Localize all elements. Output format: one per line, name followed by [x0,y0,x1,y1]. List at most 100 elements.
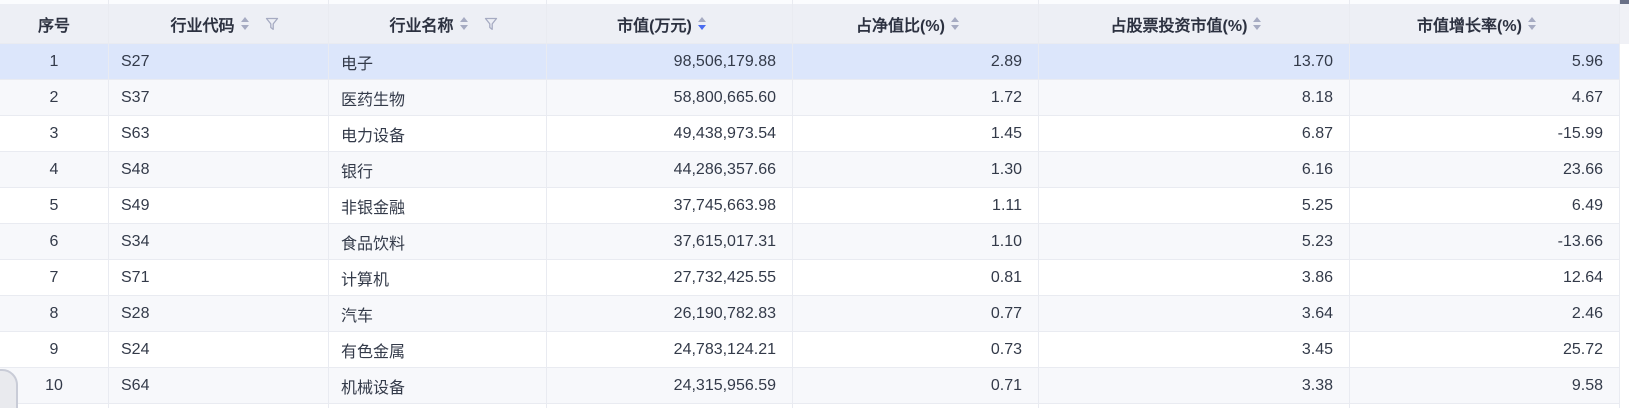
cell-industry-name: 机械设备 [329,368,547,404]
filter-funnel-icon[interactable] [484,17,498,31]
cell-pct-net-value: 2.89 [793,44,1039,80]
cell-pct-stock-investment: 8.18 [1039,80,1350,116]
column-header-industry-code[interactable]: 行业代码 [109,0,329,44]
table-body: 1 S27 电子 98,506,179.88 2.89 13.70 5.96 2 S37 医药生物… [0,44,1620,408]
cell-pct-net-value: 1.30 [793,152,1039,188]
sort-carets-icon[interactable] [240,17,249,30]
cell-pct-net-value: 1.10 [793,224,1039,260]
table-row[interactable]: 3 S63 电力设备 49,438,973.54 1.45 6.87 -15.99 [0,116,1620,152]
column-header-pct-stock-investment[interactable]: 占股票投资市值(%) [1039,0,1350,44]
table-row[interactable]: 9 S24 有色金属 24,783,124.21 0.73 3.45 25.72 [0,332,1620,368]
sort-desc-icon[interactable] [459,24,468,30]
cell-index: 5 [0,188,109,224]
sort-asc-icon[interactable] [697,17,706,23]
table-row[interactable]: 5 S49 非银金融 37,745,663.98 1.11 5.25 6.49 [0,188,1620,224]
sort-carets-icon[interactable] [1253,17,1262,30]
cell-market-value: 58,800,665.60 [547,80,793,116]
cell-growth-rate: 2.46 [1350,296,1620,332]
column-header-growth-rate[interactable]: 市值增长率(%) [1350,0,1620,44]
sort-carets-icon[interactable] [697,17,706,30]
sort-desc-icon[interactable] [697,24,706,30]
cell-pct-net-value: 0.71 [793,368,1039,404]
cell-industry-name: 食品饮料 [329,224,547,260]
cell-market-value: 24,783,124.21 [547,332,793,368]
cell-market-value: 98,506,179.88 [547,44,793,80]
cell-industry-name: 有色金属 [329,332,547,368]
column-header-industry-name[interactable]: 行业名称 [329,0,547,44]
cell-pct-net-value: 0.81 [793,260,1039,296]
cell-empty [0,404,109,408]
cell-market-value: 24,315,956.59 [547,368,793,404]
cell-industry-code: S34 [109,224,329,260]
scrollbar-thumb[interactable] [1620,0,1629,4]
cell-empty [547,404,793,408]
scrollbar-track[interactable] [1620,0,1629,408]
sort-asc-icon[interactable] [240,17,249,23]
table-header-row: 序号 行业代码 行业名称 市值(万元) 占净值比(%) 占股票投资市值(%) 市值增长率(%… [0,0,1620,44]
cell-market-value: 37,615,017.31 [547,224,793,260]
cell-pct-stock-investment: 5.23 [1039,224,1350,260]
cell-industry-code: S27 [109,44,329,80]
cell-market-value: 44,286,357.66 [547,152,793,188]
cell-empty [329,404,547,408]
sort-desc-icon[interactable] [950,24,959,30]
cell-pct-stock-investment: 3.38 [1039,368,1350,404]
cell-growth-rate: 9.58 [1350,368,1620,404]
scrollbar-header-band [1620,4,1629,44]
cell-pct-stock-investment: 3.64 [1039,296,1350,332]
cell-industry-code: S28 [109,296,329,332]
sort-desc-icon[interactable] [1527,24,1536,30]
cell-pct-net-value: 1.45 [793,116,1039,152]
table-row[interactable]: 7 S71 计算机 27,732,425.55 0.81 3.86 12.64 [0,260,1620,296]
cell-industry-code: S71 [109,260,329,296]
sort-carets-icon[interactable] [459,17,468,30]
sort-asc-icon[interactable] [1253,17,1262,23]
sort-desc-icon[interactable] [1253,24,1262,30]
cell-pct-net-value: 0.73 [793,332,1039,368]
cell-empty [1350,404,1620,408]
cell-market-value: 37,745,663.98 [547,188,793,224]
cell-industry-name: 医药生物 [329,80,547,116]
cell-growth-rate: 12.64 [1350,260,1620,296]
sort-asc-icon[interactable] [459,17,468,23]
table-row-partial [0,404,1620,408]
column-title: 占股票投资市值(%) [1110,17,1248,35]
cell-growth-rate: 4.67 [1350,80,1620,116]
cell-industry-name: 非银金融 [329,188,547,224]
column-title: 行业代码 [170,17,235,35]
cell-industry-code: S24 [109,332,329,368]
column-title: 序号 [37,17,70,35]
column-header-market-value[interactable]: 市值(万元) [547,0,793,44]
column-title: 市值(万元) [617,17,692,35]
cell-pct-net-value: 0.77 [793,296,1039,332]
table-row[interactable]: 1 S27 电子 98,506,179.88 2.89 13.70 5.96 [0,44,1620,80]
cell-growth-rate: 23.66 [1350,152,1620,188]
column-header-pct-net-value[interactable]: 占净值比(%) [793,0,1039,44]
sort-carets-icon[interactable] [1527,17,1536,30]
cell-empty [109,404,329,408]
column-header-index: 序号 [0,0,109,44]
column-title: 市值增长率(%) [1417,17,1522,35]
cell-pct-stock-investment: 3.86 [1039,260,1350,296]
cell-index: 2 [0,80,109,116]
cell-industry-code: S49 [109,188,329,224]
table-row[interactable]: 8 S28 汽车 26,190,782.83 0.77 3.64 2.46 [0,296,1620,332]
cell-index: 8 [0,296,109,332]
table-row[interactable]: 2 S37 医药生物 58,800,665.60 1.72 8.18 4.67 [0,80,1620,116]
sort-asc-icon[interactable] [950,17,959,23]
table-row[interactable]: 10 S64 机械设备 24,315,956.59 0.71 3.38 9.58 [0,368,1620,404]
cell-index: 1 [0,44,109,80]
cell-pct-stock-investment: 13.70 [1039,44,1350,80]
sort-asc-icon[interactable] [1527,17,1536,23]
sort-desc-icon[interactable] [240,24,249,30]
filter-funnel-icon[interactable] [265,17,279,31]
cell-industry-code: S64 [109,368,329,404]
sort-carets-icon[interactable] [950,17,959,30]
cell-industry-name: 银行 [329,152,547,188]
cell-pct-stock-investment: 6.87 [1039,116,1350,152]
table-row[interactable]: 4 S48 银行 44,286,357.66 1.30 6.16 23.66 [0,152,1620,188]
table-row[interactable]: 6 S34 食品饮料 37,615,017.31 1.10 5.23 -13.66 [0,224,1620,260]
cell-industry-name: 电力设备 [329,116,547,152]
